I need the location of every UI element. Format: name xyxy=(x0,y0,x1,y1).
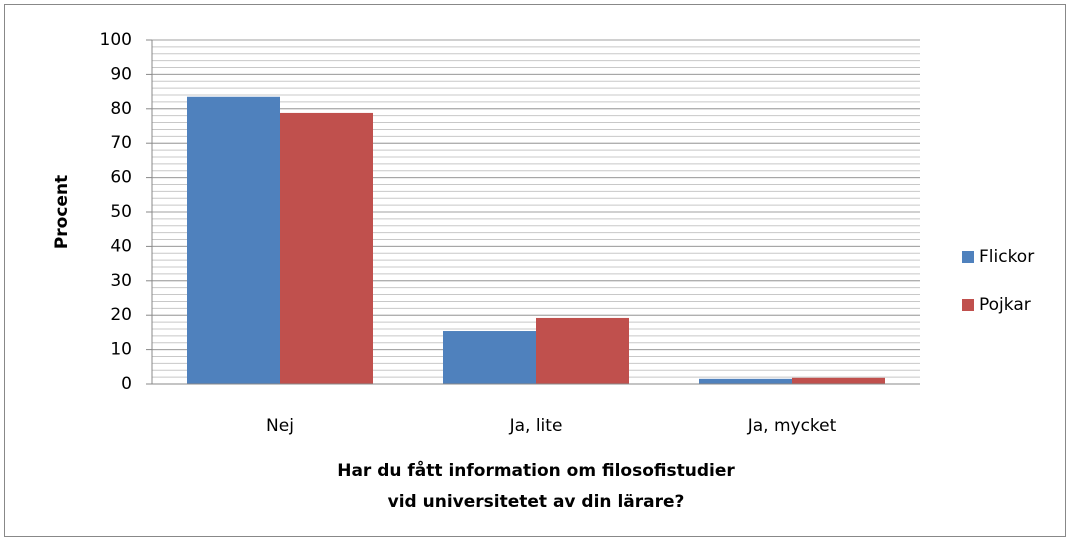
y-tick-label: 20 xyxy=(110,305,132,325)
bar xyxy=(792,377,885,384)
x-axis-label: vid universitetet av din lärare? xyxy=(388,492,685,512)
y-tick-label: 10 xyxy=(110,340,132,360)
y-tick-label: 0 xyxy=(121,374,132,394)
x-tick-label: Ja, lite xyxy=(509,416,563,436)
legend-swatch xyxy=(962,299,974,311)
bar xyxy=(280,112,373,384)
y-tick-label: 50 xyxy=(110,202,132,222)
legend-swatch xyxy=(962,251,974,263)
y-tick-label: 80 xyxy=(110,99,132,119)
legend-label: Flickor xyxy=(979,247,1034,267)
x-tick-label: Nej xyxy=(266,416,294,436)
y-tick-label: 70 xyxy=(110,133,132,153)
chart-border xyxy=(4,4,1066,537)
y-tick-label: 100 xyxy=(100,30,132,50)
legend-label: Pojkar xyxy=(979,295,1031,315)
y-axis-label: Procent xyxy=(52,175,72,249)
y-tick-label: 90 xyxy=(110,64,132,84)
bar xyxy=(536,317,629,384)
x-tick-label: Ja, mycket xyxy=(747,416,837,436)
bar xyxy=(187,96,280,384)
y-tick-label: 60 xyxy=(110,168,132,188)
y-tick-label: 40 xyxy=(110,236,132,256)
y-tick-label: 30 xyxy=(110,271,132,291)
bar xyxy=(699,378,792,384)
x-axis-label: Har du fått information om filosofistudi… xyxy=(337,459,735,481)
bar xyxy=(443,331,536,384)
